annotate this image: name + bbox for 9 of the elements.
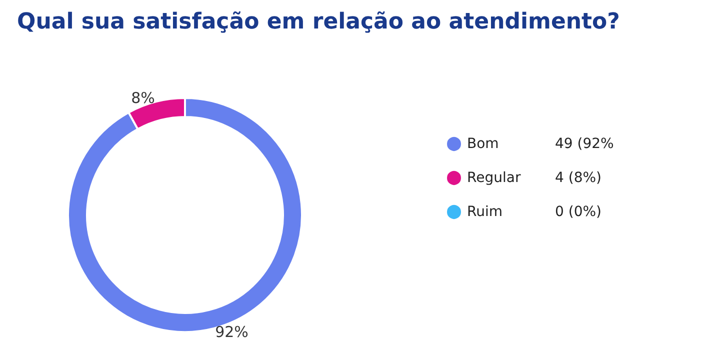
- text: 49 (92%: [555, 136, 614, 152]
- data-label: 92%: [215, 323, 248, 342]
- data-label: 8%: [131, 88, 155, 107]
- text: 4 (8%): [555, 170, 602, 186]
- legend-label: Ruim: [467, 204, 502, 220]
- legend-label: Regular: [467, 170, 521, 186]
- chart-title: Qual sua satisfação em relação ao atendimento?: [17, 10, 620, 34]
- legend-label: Bom: [467, 136, 499, 152]
- text: 0 (0%): [555, 204, 602, 220]
